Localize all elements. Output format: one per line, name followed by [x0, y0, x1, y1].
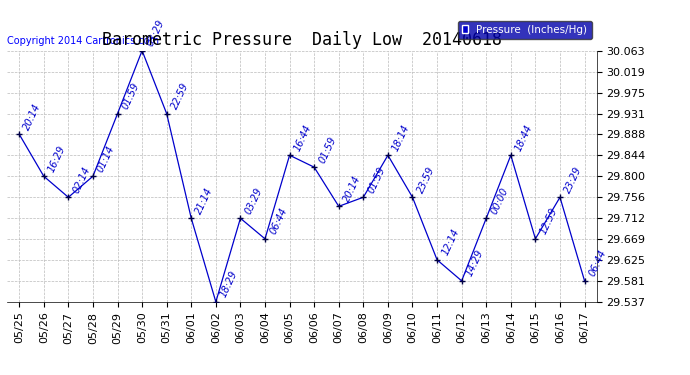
Text: 03:29: 03:29 [243, 186, 264, 216]
Text: 20:14: 20:14 [342, 174, 362, 204]
Text: 01:59: 01:59 [120, 81, 141, 111]
Text: 16:44: 16:44 [293, 123, 313, 153]
Text: 18:44: 18:44 [513, 123, 535, 153]
Text: 16:29: 16:29 [46, 144, 68, 174]
Text: Copyright 2014 Cartronics.com: Copyright 2014 Cartronics.com [7, 36, 159, 46]
Text: 23:59: 23:59 [415, 165, 436, 195]
Text: 06:44: 06:44 [587, 248, 609, 278]
Text: 20:14: 20:14 [22, 102, 43, 132]
Text: 01:59: 01:59 [366, 165, 387, 195]
Text: 03:29: 03:29 [145, 18, 166, 48]
Text: 18:14: 18:14 [391, 123, 412, 153]
Text: 00:00: 00:00 [489, 186, 510, 216]
Text: 18:29: 18:29 [219, 269, 239, 299]
Text: 14:29: 14:29 [464, 248, 486, 278]
Text: 12:59: 12:59 [538, 206, 559, 236]
Text: 02:14: 02:14 [71, 165, 92, 195]
Legend: Pressure  (Inches/Hg): Pressure (Inches/Hg) [457, 21, 591, 39]
Text: 12:14: 12:14 [440, 227, 461, 257]
Text: 22:59: 22:59 [170, 81, 190, 111]
Title: Barometric Pressure  Daily Low  20140618: Barometric Pressure Daily Low 20140618 [102, 31, 502, 49]
Text: 01:14: 01:14 [96, 144, 117, 174]
Text: 06:44: 06:44 [268, 206, 289, 236]
Text: 23:29: 23:29 [563, 165, 584, 195]
Text: 21:14: 21:14 [194, 186, 215, 216]
Text: 01:59: 01:59 [317, 135, 338, 164]
